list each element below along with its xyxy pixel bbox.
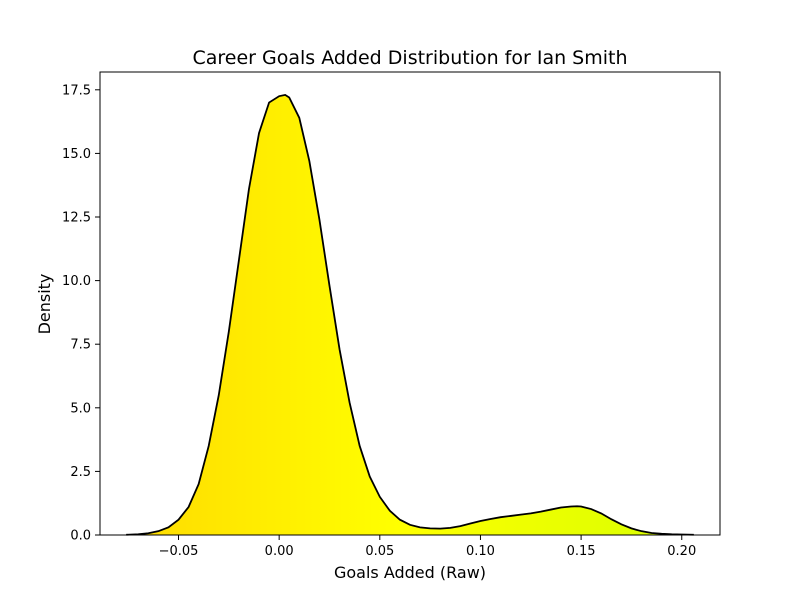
y-tick-label: 17.5 (62, 83, 91, 98)
x-axis-title: Goals Added (Raw) (334, 563, 486, 582)
y-axis-ticks: 0.0 2.5 5.0 7.5 10.0 12.5 15.0 17.5 (62, 83, 100, 544)
y-tick-label: 10.0 (62, 274, 91, 289)
y-tick-label: 2.5 (70, 465, 91, 480)
plot-frame (99, 71, 721, 536)
y-tick-label: 7.5 (70, 338, 91, 353)
y-axis-title: Density (35, 274, 54, 335)
y-tick-label: 0.0 (70, 529, 91, 544)
x-tick-label: 0.15 (567, 544, 596, 559)
x-tick-label: 0.05 (365, 544, 394, 559)
y-tick-label: 12.5 (62, 211, 91, 226)
y-tick-label: 15.0 (62, 147, 91, 162)
x-tick-label: 0.20 (667, 544, 696, 559)
y-tick-label: 5.0 (70, 401, 91, 416)
density-line (126, 93, 694, 536)
x-axis-ticks: −0.05 0.00 0.05 0.10 0.15 0.20 (159, 535, 696, 559)
chart-title: Career Goals Added Distribution for Ian … (192, 47, 627, 69)
x-tick-label: −0.05 (159, 544, 199, 559)
x-tick-label: 0.10 (466, 544, 495, 559)
x-tick-label: 0.00 (265, 544, 294, 559)
density-area (126, 94, 694, 536)
